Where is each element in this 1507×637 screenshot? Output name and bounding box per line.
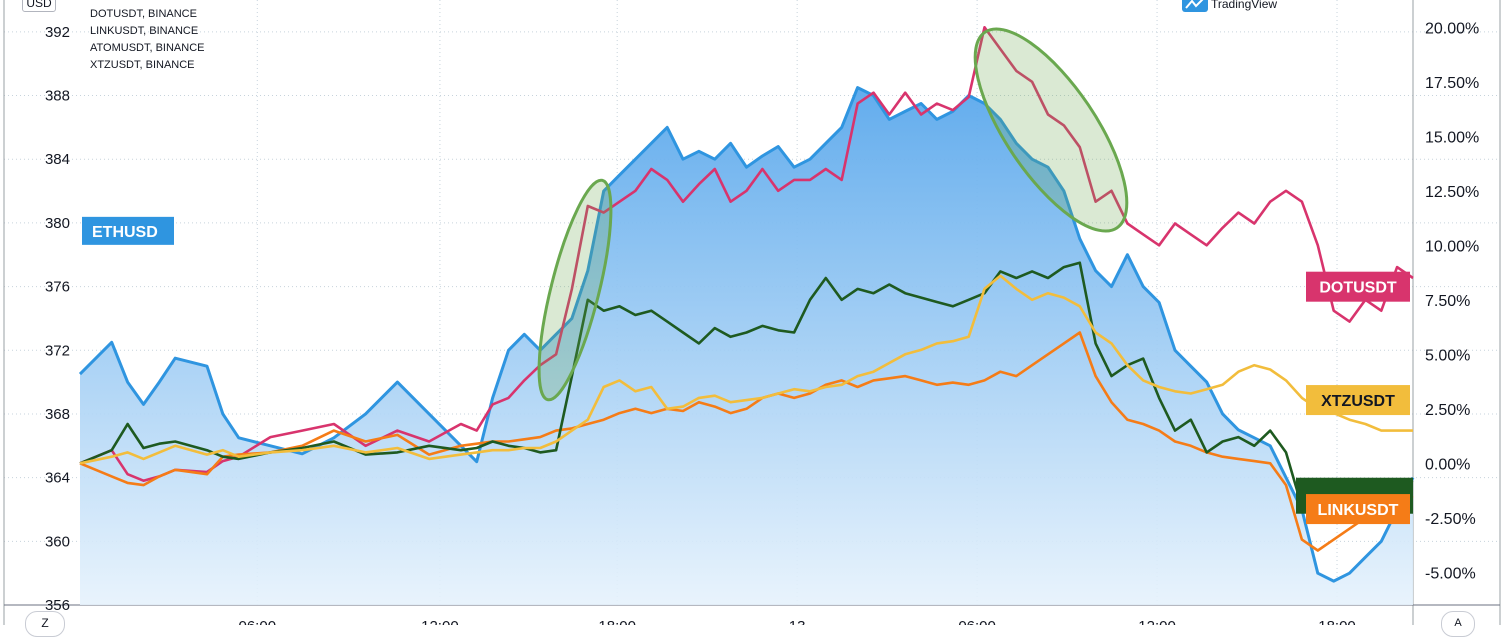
left-axis-tick-label: 364 — [45, 470, 70, 487]
currency-selector[interactable]: USD — [22, 0, 56, 12]
tradingview-logo: TradingView — [1182, 0, 1277, 12]
legend-item-atomusdt[interactable]: ATOMUSDT, BINANCE — [90, 42, 205, 54]
zoom-reset-button[interactable]: Z — [25, 611, 65, 637]
right-axis-tick-label: 7.50% — [1425, 293, 1470, 310]
x-axis-tick-label: 18:00 — [1318, 618, 1356, 625]
right-axis-tick-label: 15.00% — [1425, 129, 1479, 146]
left-axis-tick-label: 360 — [45, 533, 70, 550]
series-line-ethusd — [78, 86, 1415, 583]
price-tag-dotusdt: DOTUSDT — [1306, 271, 1410, 302]
series-line-atomusdt — [79, 261, 1414, 520]
price-tag-xtzusdt: XTZUSDT — [1306, 385, 1410, 416]
price-tag-label: ETHUSD — [92, 224, 158, 241]
highlight-ellipse-2 — [973, 27, 1129, 233]
auto-scale-button[interactable]: A — [1441, 611, 1475, 637]
right-axis-tick-label: 20.00% — [1425, 20, 1479, 37]
left-axis-tick-label: 388 — [45, 88, 70, 105]
brand-name: TradingView — [1211, 0, 1278, 11]
price-tag-linkusdt: LINKUSDT — [1306, 494, 1410, 525]
left-axis-tick-label: 384 — [45, 151, 70, 168]
left-axis-tick-label: 372 — [45, 342, 70, 359]
series-line-xtzusdt — [79, 274, 1413, 465]
x-axis-tick-label: 06:00 — [958, 618, 996, 625]
left-axis-tick-label: 376 — [45, 279, 70, 296]
right-axis-tick-label: -5.00% — [1425, 565, 1476, 582]
legend-item-linkusdt[interactable]: LINKUSDT, BINANCE — [90, 25, 199, 37]
legend-item-dotusdt[interactable]: DOTUSDT, BINANCE — [90, 8, 197, 20]
highlight-ellipse-1 — [537, 178, 613, 402]
tradingview-icon — [1182, 0, 1208, 12]
symbol-legend: DOTUSDT, BINANCE LINKUSDT, BINANCE ATOMU… — [90, 6, 205, 74]
left-axis-tick-label: 356 — [45, 597, 70, 614]
x-axis-tick-label: 12:00 — [1138, 618, 1176, 625]
x-axis-tick-label: 13 — [789, 618, 806, 625]
price-tag-bg — [1306, 494, 1410, 525]
right-axis-tick-label: 12.50% — [1425, 184, 1479, 201]
legend-item-xtzusdt[interactable]: XTZUSDT, BINANCE — [90, 59, 195, 71]
price-tag-label: LINKUSDT — [1318, 502, 1399, 519]
price-tag-label: DOTUSDT — [1319, 280, 1397, 297]
price-tag-bg — [1306, 385, 1410, 416]
right-axis-tick-label: 2.50% — [1425, 402, 1470, 419]
price-tag-ethusd: ETHUSD — [82, 216, 174, 245]
price-tag-bg — [82, 216, 174, 245]
left-axis-tick-label: 392 — [45, 24, 70, 41]
right-axis-tick-label: 10.00% — [1425, 238, 1479, 255]
left-axis-tick-label: 368 — [45, 406, 70, 423]
right-axis-tick-label: 5.00% — [1425, 347, 1470, 364]
x-axis-tick-label: 12:00 — [421, 618, 459, 625]
x-axis-tick-label: 18:00 — [598, 618, 636, 625]
series-area-ethusd — [80, 87, 1413, 606]
left-axis-tick-label: 380 — [45, 215, 70, 232]
x-axis-tick-label: 06:00 — [239, 618, 277, 625]
right-axis-tick-label: -2.50% — [1425, 511, 1476, 528]
price-tag-bg — [1306, 271, 1410, 302]
right-axis-tick-label: 0.00% — [1425, 456, 1470, 473]
price-tag-label: XTZUSDT — [1321, 393, 1395, 410]
right-axis-tick-label: 17.50% — [1425, 75, 1479, 92]
